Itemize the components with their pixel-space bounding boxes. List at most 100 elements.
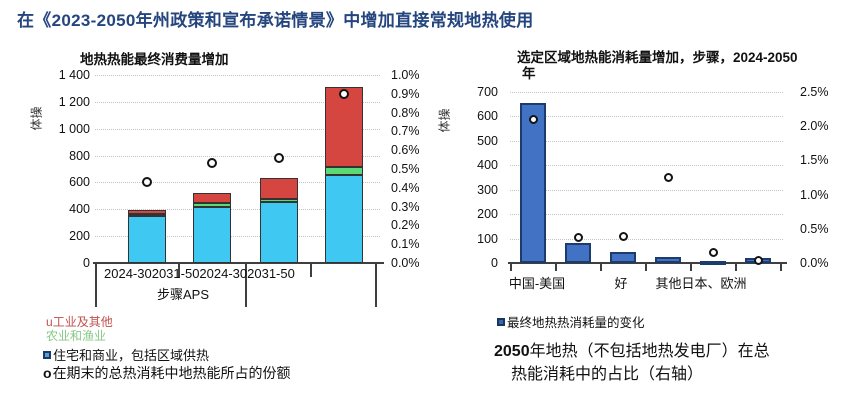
gridline <box>510 116 783 118</box>
y2-axis-tick-label: 2.0% <box>800 119 829 134</box>
right-caption-line2: 热能消耗中的占比（右轴） <box>511 366 704 383</box>
circle-marker-icon: o <box>43 365 52 381</box>
x-axis-bracket-line <box>95 263 97 307</box>
y2-axis-tick-label: 0.6% <box>391 143 420 158</box>
legend-final-consumption-change: 最终地热热消耗量的变化 <box>497 312 645 331</box>
y2-axis-tick-label: 1.0% <box>800 187 829 202</box>
legend-residential: 住宅和商业，包括区域供热 <box>43 345 209 364</box>
x-axis-period-labels: 2024-302031-502024-302031-50 <box>104 266 295 281</box>
legend-final-consumption-label: 最终地热热消耗量的变化 <box>507 316 645 330</box>
y2-axis-tick-label: 0.3% <box>391 199 420 214</box>
y2-axis-tick-label: 0.4% <box>391 180 420 195</box>
y-axis-tick-label: 0 <box>83 256 90 270</box>
gridline <box>510 238 783 240</box>
x-axis-region-label: 好 <box>614 276 628 291</box>
bar-segment <box>128 216 166 263</box>
y-axis-tick-label: 700 <box>477 85 498 99</box>
y2-axis-tick-label: 0.0% <box>800 256 829 270</box>
y-axis-tick-label: 800 <box>69 148 90 163</box>
bar-segment <box>260 178 298 200</box>
bar <box>610 252 636 263</box>
caption-line1-rest: 年地热（不包括地热发电厂）在总 <box>529 343 770 360</box>
y2-axis-tick-label: 0.1% <box>391 237 420 252</box>
y2-axis-tick-label: 0.2% <box>391 218 420 233</box>
gridline <box>95 182 380 184</box>
y2-axis-tick-label: 0.0% <box>391 256 420 270</box>
gridline <box>95 209 380 211</box>
bar <box>655 256 681 263</box>
bar <box>565 243 591 263</box>
bar-segment <box>193 206 231 263</box>
x-axis-line <box>508 262 787 264</box>
x-axis-tick <box>645 263 647 271</box>
legend-agriculture: 农业和渔业 <box>46 327 106 344</box>
gridline <box>95 155 380 157</box>
x-axis-tick <box>735 263 737 271</box>
share-marker <box>274 152 284 163</box>
right-chart-title-line2: 年 <box>522 66 536 81</box>
y-axis-tick-label: 1 000 <box>58 121 90 136</box>
bar-segment <box>193 193 231 204</box>
y-axis-tick-label: 200 <box>69 229 90 244</box>
share-marker <box>142 177 152 188</box>
y-axis-tick-label: 600 <box>69 175 90 190</box>
share-marker <box>573 232 583 242</box>
legend-industry-bullet: u <box>46 315 53 329</box>
x-axis-tick <box>600 263 602 271</box>
x-axis-group-label: 步骤APS <box>157 287 210 302</box>
caption-year: 2050 <box>494 343 530 360</box>
bar-segment <box>260 199 298 202</box>
x-axis-bracket-line <box>310 263 312 277</box>
legend-industry: u工业及其他 <box>46 313 113 330</box>
y-axis-tick-label: 400 <box>477 158 498 173</box>
gridline <box>510 165 783 167</box>
gridline <box>95 128 380 130</box>
y-axis-tick-label: 300 <box>477 182 498 197</box>
x-axis-bracket-line <box>375 263 377 307</box>
share-marker <box>339 88 349 99</box>
bar-segment <box>325 166 363 176</box>
share-marker <box>708 248 718 258</box>
y-axis-tick-label: 100 <box>477 231 498 246</box>
x-axis-region-label: 中国-美国 <box>508 276 566 291</box>
gridline <box>95 236 380 238</box>
x-axis-tick <box>555 263 557 271</box>
legend-share-marker: o在期末的总热消耗中地热能所占的份额 <box>43 363 291 383</box>
gridline <box>510 92 783 93</box>
bar <box>700 260 726 265</box>
bar <box>520 102 546 263</box>
y2-axis-tick-label: 1.5% <box>800 153 829 168</box>
legend-residential-label: 住宅和商业，包括区域供热 <box>53 348 210 363</box>
y2-axis-tick-label: 0.5% <box>391 162 420 176</box>
consumption-square-icon <box>497 318 505 326</box>
y2-axis-tick-label: 0.9% <box>391 86 420 101</box>
gridline <box>510 189 783 191</box>
y2-axis-tick-label: 0.8% <box>391 105 420 120</box>
bar-segment <box>193 203 231 207</box>
x-axis-bracket-line <box>245 263 247 307</box>
y-axis-tick-label: 400 <box>69 202 90 217</box>
bar-segment <box>325 175 363 263</box>
gridline <box>95 75 380 76</box>
x-axis-tick <box>690 263 692 271</box>
gridline <box>510 140 783 142</box>
x-axis-tick <box>780 263 782 271</box>
legend-share-label: 在期末的总热消耗中地热能所占的份额 <box>52 365 291 381</box>
x-axis-bracket-line <box>178 263 180 277</box>
bar-segment <box>325 87 363 167</box>
y-axis-tick-label: 1 200 <box>58 94 90 109</box>
page-title: 在《2023-2050年州政策和宣布承诺情景》中增加直接常规地热使用 <box>17 11 534 30</box>
x-axis-line <box>93 262 384 264</box>
gridline <box>510 214 783 216</box>
share-marker <box>618 231 628 241</box>
y-axis-tick-label: 1 400 <box>58 68 90 82</box>
y-axis-tick-label: 600 <box>477 109 498 124</box>
residential-square-icon <box>43 351 51 359</box>
share-marker <box>663 173 673 182</box>
legend-industry-label: 工业及其他 <box>52 315 113 329</box>
bar-segment <box>260 201 298 263</box>
right-caption-line1: 2050年地热（不包括地热发电厂）在总 <box>494 337 770 361</box>
right-chart-y-axis-label: 体操 <box>437 108 452 133</box>
share-marker <box>528 114 538 124</box>
